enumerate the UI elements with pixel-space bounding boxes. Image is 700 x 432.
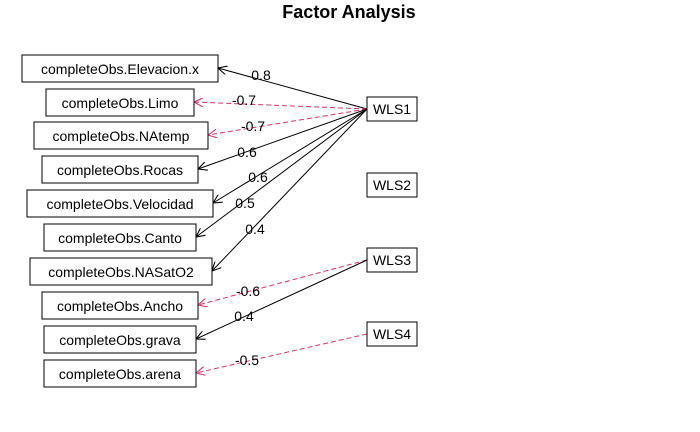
- variable-label: completeObs.Ancho: [57, 298, 183, 314]
- loading-arrow-wls1-rocas: [198, 108, 368, 169]
- loading-value-elevacion: 0.8: [251, 67, 271, 83]
- variable-box-arena: completeObs.arena: [43, 359, 197, 388]
- loading-arrow-wls4-arena: [196, 333, 368, 373]
- factor-label: WLS4: [373, 326, 411, 342]
- loading-arrow-wls3-ancho: [198, 259, 368, 305]
- loading-value-natemp: -0.7: [241, 118, 265, 134]
- loading-arrow-wls1-limo: [194, 102, 368, 110]
- variable-box-natemp: completeObs.NAtemp: [33, 121, 209, 150]
- loading-value-velocidad: 0.6: [248, 169, 268, 185]
- factor-label: WLS1: [373, 101, 411, 117]
- loading-edges: [194, 68, 368, 373]
- variable-box-limo: completeObs.Limo: [45, 88, 195, 117]
- loading-arrow-wls1-velocidad: [213, 108, 368, 203]
- variable-box-rocas: completeObs.Rocas: [41, 155, 199, 184]
- variable-label: completeObs.arena: [59, 366, 181, 382]
- factor-box-wls4: WLS4: [366, 321, 418, 347]
- variable-label: completeObs.Canto: [58, 230, 182, 246]
- loading-value-limo: -0.7: [232, 92, 256, 108]
- variable-box-nasato2: completeObs.NASatO2: [29, 257, 213, 286]
- variable-box-canto: completeObs.Canto: [43, 223, 197, 252]
- diagram-title: Factor Analysis: [282, 2, 415, 22]
- variable-box-ancho: completeObs.Ancho: [41, 291, 199, 320]
- loading-value-arena: -0.5: [235, 352, 259, 368]
- variable-label: completeObs.NAtemp: [53, 128, 190, 144]
- loading-labels: 0.8 -0.7 -0.7 0.6 0.6 0.5 0.4 -0.6 0.4 -0.5: [232, 67, 271, 368]
- factor-label: WLS2: [373, 177, 411, 193]
- factor-box-wls2: WLS2: [366, 172, 418, 198]
- loading-value-grava: 0.4: [234, 308, 254, 324]
- variable-box-grava: completeObs.grava: [43, 325, 197, 354]
- factor-label: WLS3: [373, 252, 411, 268]
- variable-label: completeObs.Velocidad: [46, 196, 193, 212]
- variable-box-elevacion: completeObs.Elevacion.x: [21, 54, 219, 83]
- variable-box-velocidad: completeObs.Velocidad: [26, 189, 214, 218]
- variable-label: completeObs.Rocas: [57, 162, 183, 178]
- loading-arrow-wls1-canto: [196, 108, 368, 237]
- loading-value-nasato2: 0.4: [245, 221, 265, 237]
- loading-arrow-wls1-nasato2: [212, 108, 368, 271]
- loading-value-canto: 0.5: [235, 195, 255, 211]
- factor-box-wls1: WLS1: [366, 96, 418, 122]
- loading-arrow-wls1-elevacion: [218, 68, 368, 110]
- loading-arrow-wls3-grava: [196, 259, 368, 339]
- factor-box-wls3: WLS3: [366, 247, 418, 273]
- variable-label: completeObs.Elevacion.x: [41, 61, 199, 77]
- loading-value-ancho: -0.6: [236, 283, 260, 299]
- variable-label: completeObs.Limo: [62, 95, 179, 111]
- variable-label: completeObs.NASatO2: [48, 264, 194, 280]
- variable-label: completeObs.grava: [59, 332, 181, 348]
- loading-value-rocas: 0.6: [237, 144, 257, 160]
- loading-arrow-wls1-natemp: [208, 108, 368, 135]
